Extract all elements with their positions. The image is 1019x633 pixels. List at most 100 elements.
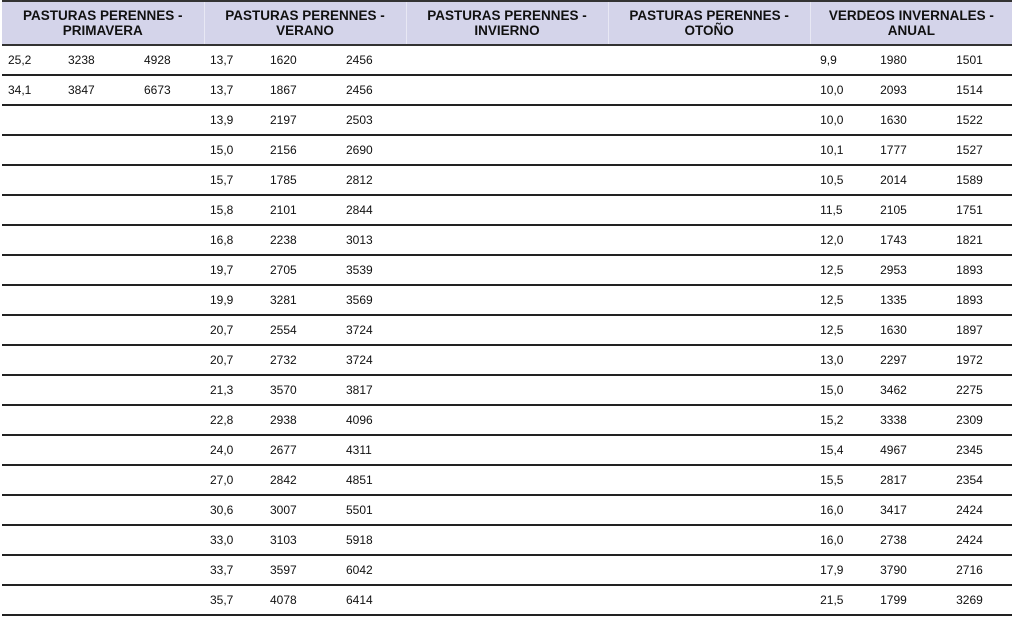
table-cell: 13,7	[204, 75, 264, 106]
table-cell	[608, 375, 669, 406]
table-cell: 1522	[946, 105, 1013, 136]
table-cell: 4967	[870, 435, 947, 466]
table-row: 13,9 2197 2503 10,0 1630 1522	[2, 105, 1013, 136]
table-cell	[138, 375, 204, 406]
table-cell	[668, 165, 745, 196]
table-row: 35,7 4078 6414 21,5 1799 3269	[2, 585, 1013, 616]
table-cell	[668, 345, 745, 376]
table-cell: 3539	[340, 255, 407, 286]
table-cell	[542, 495, 609, 526]
table-cell	[744, 375, 811, 406]
table-cell	[466, 495, 543, 526]
table-row: 22,8 2938 4096 15,2 3338 2309	[2, 405, 1013, 436]
table-row: 24,0 2677 4311 15,4 4967 2345	[2, 435, 1013, 466]
table-cell: 1980	[870, 45, 947, 76]
table-cell: 2197	[264, 105, 340, 136]
table-cell	[406, 75, 467, 106]
table-cell	[406, 105, 467, 136]
table-cell	[406, 285, 467, 316]
table-cell: 2953	[870, 255, 947, 286]
table-cell	[744, 435, 811, 466]
table-row: 20,7 2732 3724 13,0 2297 1972	[2, 345, 1013, 376]
table-cell	[608, 315, 669, 346]
table-cell: 15,0	[810, 375, 871, 406]
table-cell	[744, 135, 811, 166]
table-cell	[138, 165, 204, 196]
table-cell: 2554	[264, 315, 340, 346]
table-row: 33,0 3103 5918 16,0 2738 2424	[2, 525, 1013, 556]
column-group-header: PASTURAS PERENNES - PRIMAVERA	[2, 0, 204, 46]
table-cell	[2, 165, 62, 196]
table-cell	[608, 45, 669, 76]
table-cell: 1751	[946, 195, 1013, 226]
table-cell	[542, 555, 609, 586]
table-cell: 35,7	[204, 585, 264, 616]
table-row: 27,0 2842 4851 15,5 2817 2354	[2, 465, 1013, 496]
table-cell	[2, 135, 62, 166]
table-cell: 10,5	[810, 165, 871, 196]
table-cell	[542, 165, 609, 196]
table-cell: 3569	[340, 285, 407, 316]
table-cell	[466, 525, 543, 556]
table-cell	[2, 585, 62, 616]
table-cell: 2817	[870, 465, 947, 496]
table-cell	[406, 345, 467, 376]
table-cell	[466, 465, 543, 496]
table-cell: 1777	[870, 135, 947, 166]
table-cell	[608, 405, 669, 436]
table-cell	[668, 465, 745, 496]
table-cell: 10,0	[810, 75, 871, 106]
table-row: 16,8 2238 3013 12,0 1743 1821	[2, 225, 1013, 256]
table-cell	[668, 435, 745, 466]
table-cell: 30,6	[204, 495, 264, 526]
table-cell	[2, 315, 62, 346]
table-cell	[2, 255, 62, 286]
table-cell: 2844	[340, 195, 407, 226]
table-cell	[744, 255, 811, 286]
table-cell	[466, 195, 543, 226]
table-cell: 10,0	[810, 105, 871, 136]
table-cell	[668, 225, 745, 256]
table-cell: 33,7	[204, 555, 264, 586]
table-cell: 1893	[946, 255, 1013, 286]
table-cell	[608, 435, 669, 466]
table-cell: 16,0	[810, 525, 871, 556]
table-cell: 2238	[264, 225, 340, 256]
table-cell	[542, 435, 609, 466]
table-row: 19,9 3281 3569 12,5 1335 1893	[2, 285, 1013, 316]
table-cell: 13,0	[810, 345, 871, 376]
table-cell	[138, 255, 204, 286]
table-cell: 6042	[340, 555, 407, 586]
table-cell	[466, 255, 543, 286]
column-group-header: VERDEOS INVERNALES - ANUAL	[809, 0, 1013, 46]
table-cell	[744, 525, 811, 556]
table-cell	[466, 345, 543, 376]
table-cell: 2275	[946, 375, 1013, 406]
table-cell	[138, 135, 204, 166]
table-cell: 9,9	[810, 45, 871, 76]
table-cell	[138, 555, 204, 586]
table-cell: 4311	[340, 435, 407, 466]
table-cell: 20,7	[204, 315, 264, 346]
table-cell	[668, 105, 745, 136]
table-cell: 1501	[946, 45, 1013, 76]
table-cell: 2424	[946, 495, 1013, 526]
table-cell	[668, 315, 745, 346]
table-row: 15,0 2156 2690 10,1 1777 1527	[2, 135, 1013, 166]
table-cell: 24,0	[204, 435, 264, 466]
table-cell	[2, 435, 62, 466]
table-cell: 2309	[946, 405, 1013, 436]
table-cell	[406, 165, 467, 196]
table-cell	[608, 555, 669, 586]
table-cell: 21,5	[810, 585, 871, 616]
table-cell: 22,8	[204, 405, 264, 436]
table-cell	[668, 75, 745, 106]
table-cell: 2424	[946, 525, 1013, 556]
table-cell	[542, 315, 609, 346]
table-cell: 2938	[264, 405, 340, 436]
table-cell: 2354	[946, 465, 1013, 496]
table-cell	[62, 525, 138, 556]
table-cell: 3103	[264, 525, 340, 556]
table-cell: 2456	[340, 75, 407, 106]
table-cell	[2, 105, 62, 136]
